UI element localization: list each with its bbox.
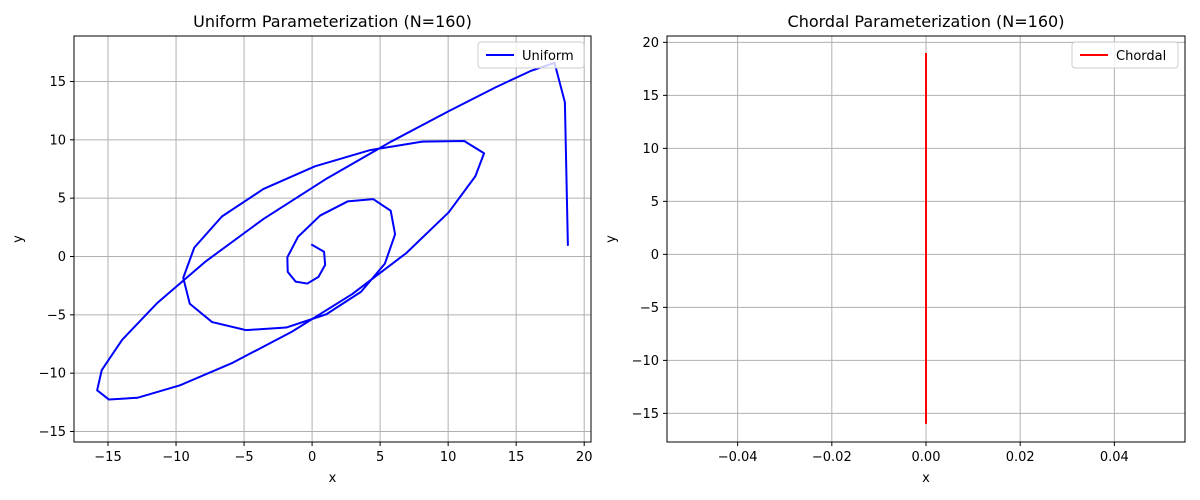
legend-label-chordal: Chordal xyxy=(1116,49,1166,64)
y-tick-label: −15 xyxy=(39,425,66,440)
chart-title-uniform: Uniform Parameterization (N=160) xyxy=(193,12,472,31)
axes-chordal: −0.04 −0.02 0.00 0.02 0.04 −15−10−505101520 … xyxy=(604,12,1186,486)
x-tick-label: 0 xyxy=(308,450,316,465)
legend-uniform: Uniform xyxy=(477,41,585,69)
legend-box-chordal xyxy=(1071,41,1179,69)
x-ticks-uniform: −15 −10 −5 0 5 10 15 20 xyxy=(94,442,592,465)
series-line-uniform xyxy=(96,61,569,401)
x-tick-label: 20 xyxy=(576,450,593,465)
x-tick-label: 0.04 xyxy=(1100,450,1129,465)
x-axis-label-uniform: x xyxy=(329,471,337,486)
x-tick-label: 15 xyxy=(508,450,525,465)
series-area-uniform xyxy=(96,61,569,401)
y-ticks-chordal: −15 −10 −5 0 5 10 15 20 xyxy=(632,36,667,422)
legend-box-uniform xyxy=(477,41,585,69)
y-tick-label: 10 xyxy=(642,142,659,157)
y-tick-label: 10 xyxy=(49,133,66,148)
y-tick-label: 15 xyxy=(642,89,659,104)
y-tick-label: 20 xyxy=(642,36,659,51)
y-axis-label-chordal: y xyxy=(604,235,619,243)
y-tick-label: −10 xyxy=(632,354,659,369)
y-tick-label: −15 xyxy=(632,407,659,422)
y-tick-label: −5 xyxy=(640,301,659,316)
grid-uniform xyxy=(74,36,591,442)
legend-chordal: Chordal xyxy=(1071,41,1179,69)
x-tick-label: −0.04 xyxy=(718,450,758,465)
y-tick-label: 15 xyxy=(49,75,66,90)
x-tick-label: −15 xyxy=(94,450,121,465)
x-ticks-chordal: −0.04 −0.02 0.00 0.02 0.04 xyxy=(718,442,1129,465)
legend-label-uniform: Uniform xyxy=(522,49,574,64)
y-tick-label: −10 xyxy=(39,367,66,382)
x-tick-label: 5 xyxy=(376,450,384,465)
chart-title-chordal: Chordal Parameterization (N=160) xyxy=(788,12,1065,31)
y-tick-label: 0 xyxy=(651,248,659,263)
y-ticks-uniform: −15 −10 −5 0 5 10 15 xyxy=(39,75,74,440)
axes-frame-uniform xyxy=(73,35,592,443)
x-tick-label: 0.02 xyxy=(1006,450,1035,465)
x-tick-label: −0.02 xyxy=(812,450,852,465)
y-axis-label-uniform: y xyxy=(11,235,26,243)
x-tick-label: −5 xyxy=(234,450,253,465)
x-tick-label: 10 xyxy=(440,450,457,465)
x-tick-label: 0.00 xyxy=(912,450,941,465)
x-tick-label: −10 xyxy=(162,450,189,465)
x-axis-label-chordal: x xyxy=(922,471,930,486)
y-tick-label: 5 xyxy=(58,192,66,207)
y-tick-label: 5 xyxy=(651,195,659,210)
y-tick-label: −5 xyxy=(47,308,66,323)
axes-uniform: −15 −10 −5 0 5 10 15 20 −15 −10 −5 0 5 10 15 Uniform … xyxy=(11,12,592,486)
y-tick-label: 0 xyxy=(58,250,66,265)
